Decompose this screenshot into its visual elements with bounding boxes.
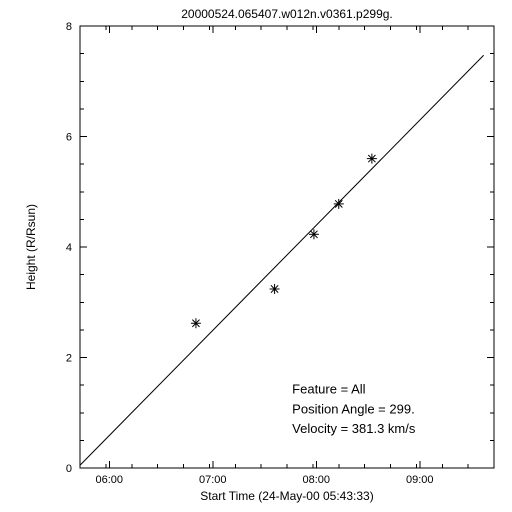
annotation-line-svg: Feature = All — [292, 381, 365, 396]
scatter-chart: 06:00 07:00 08:00 09:00 0 2 4 6 8 20000524.065407… — [0, 0, 512, 512]
y-tick-label: 8 — [66, 21, 72, 33]
y-tick-label: 0 — [66, 463, 72, 475]
annotation-line-svg: Velocity = 381.3 km/s — [292, 421, 416, 436]
data-point-marker — [270, 284, 280, 294]
x-tick-label: 09:00 — [406, 474, 434, 486]
x-tick-label: 06:00 — [96, 474, 124, 486]
chart-title-svg: 20000524.065407.w012n.v0361.p299g. — [181, 7, 393, 21]
chart-svg: 06:00 07:00 08:00 09:00 0 2 4 6 8 20000524.065407… — [0, 0, 512, 512]
y-tick-label: 4 — [66, 242, 72, 254]
data-point-marker — [334, 199, 344, 209]
data-point-marker — [309, 229, 319, 239]
x-tick-label: 08:00 — [303, 474, 331, 486]
y-axis-label-svg: Height (R/Rsun) — [24, 204, 38, 290]
y-tick-label: 6 — [66, 132, 72, 144]
y-tick-label: 2 — [66, 353, 72, 365]
x-axis-label-svg: Start Time (24-May-00 05:43:33) — [200, 489, 373, 503]
x-tick-label: 07:00 — [199, 474, 227, 486]
annotation-line-svg: Position Angle = 299. — [292, 401, 415, 416]
data-point-marker — [367, 154, 377, 164]
data-point-marker — [191, 318, 201, 328]
